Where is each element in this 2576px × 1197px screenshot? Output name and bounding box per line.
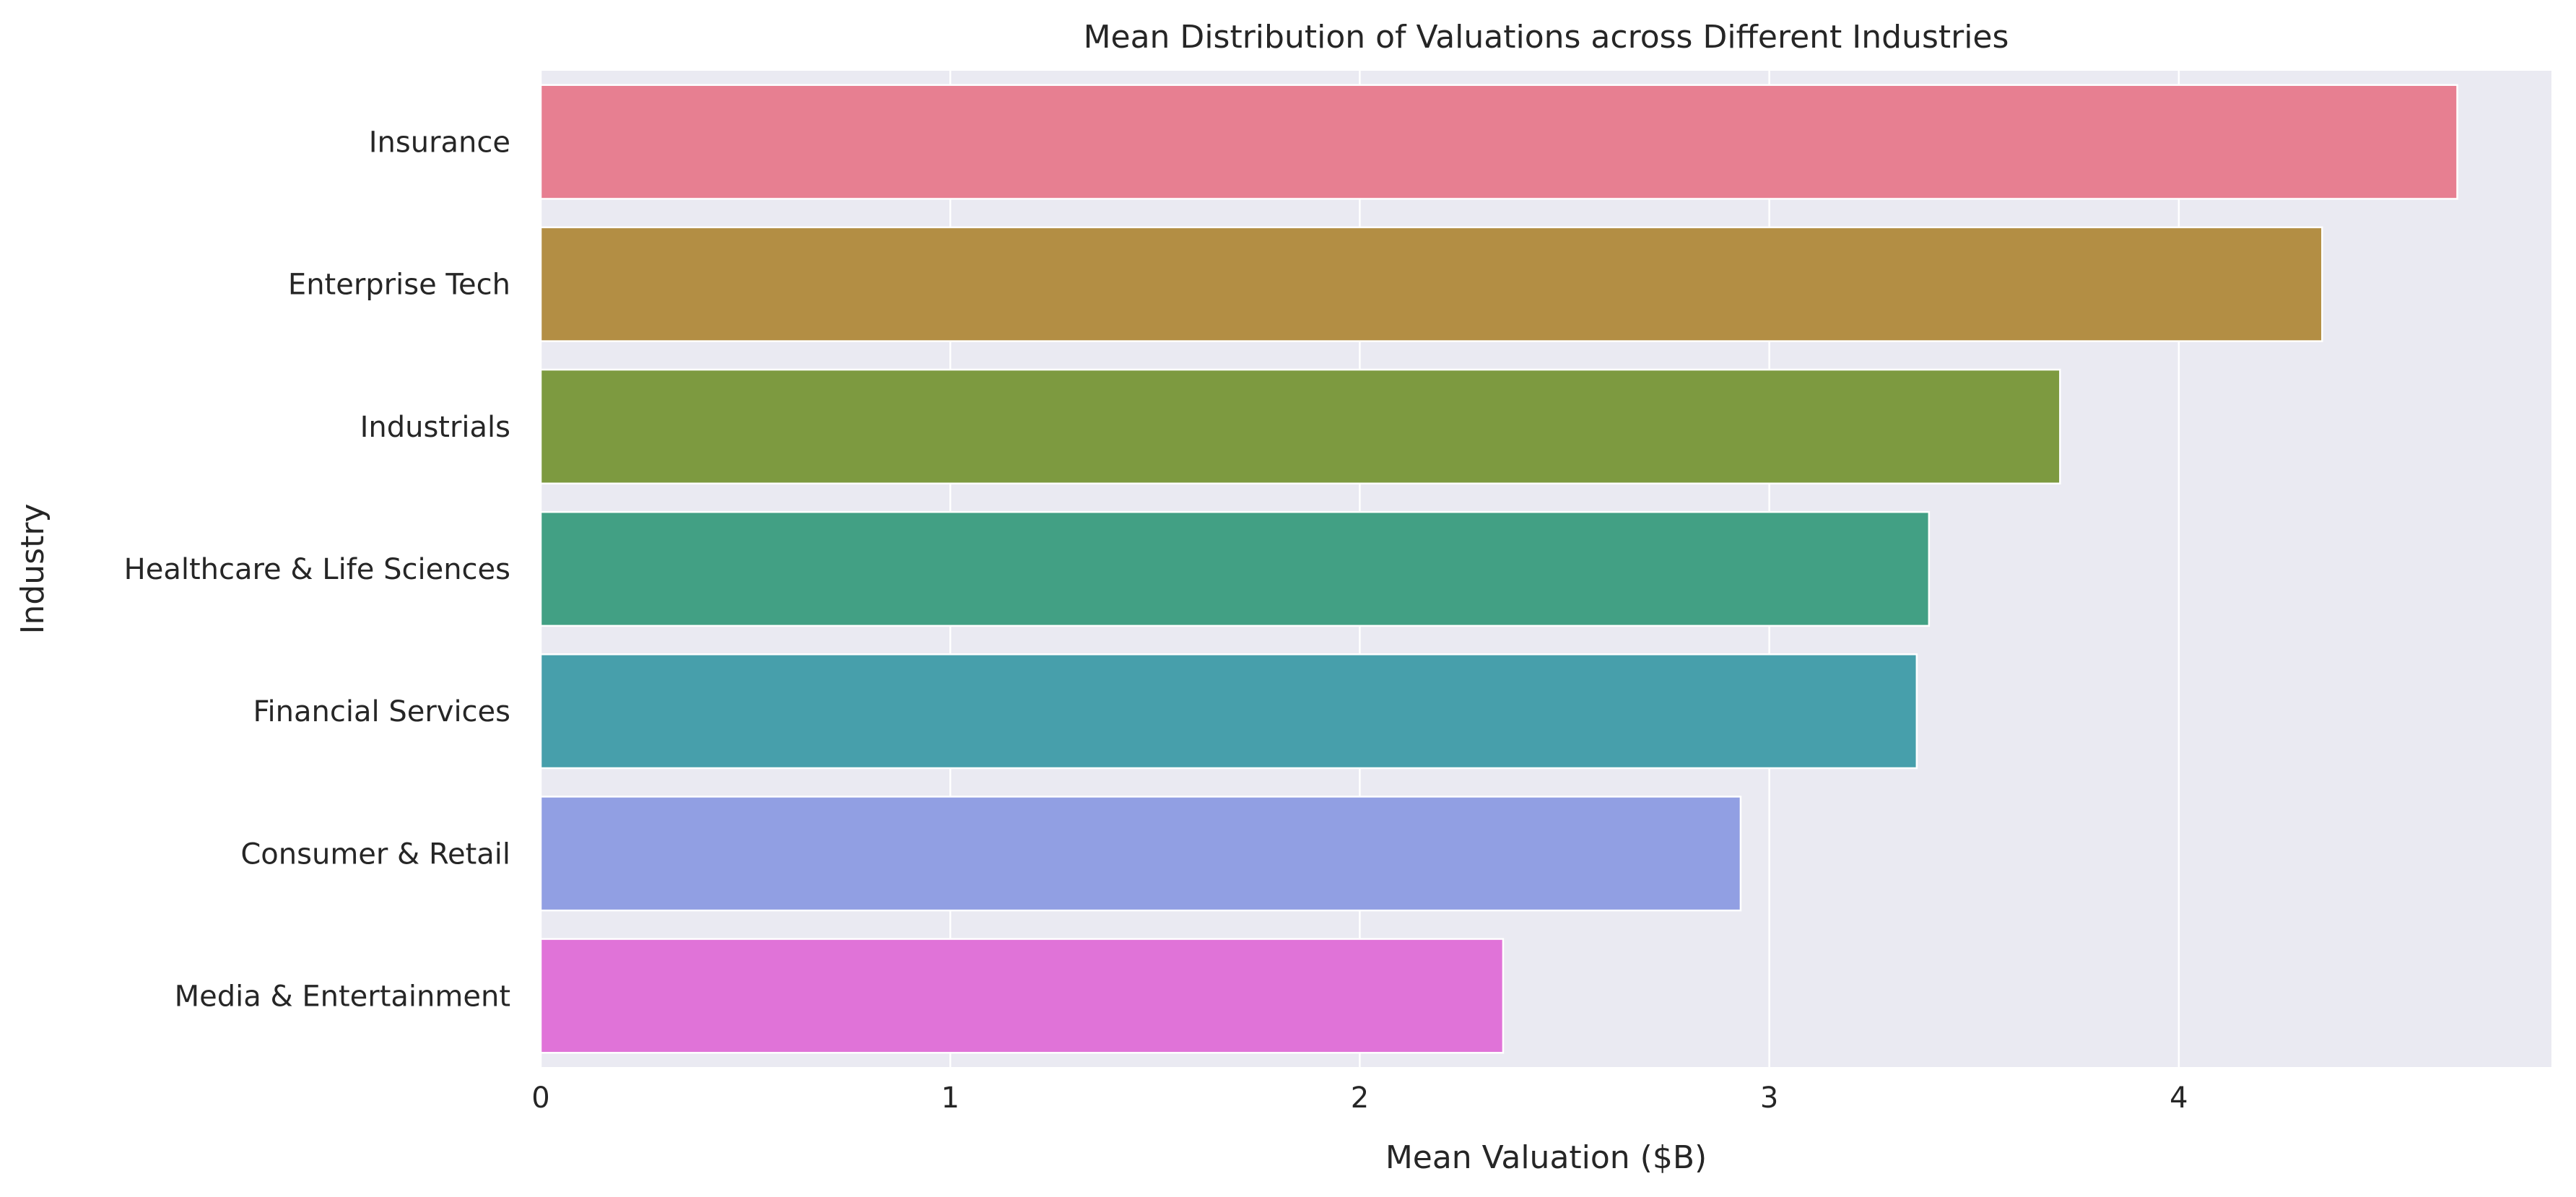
bar: [539, 226, 2323, 342]
bar: [539, 368, 2061, 484]
x-tick-label: 3: [1760, 1081, 1778, 1115]
x-tick-labels: 0 1 2 3 4: [531, 1081, 2188, 1115]
bar: [539, 938, 1505, 1054]
x-tick-label: 2: [1351, 1081, 1369, 1115]
x-tick-label: 1: [941, 1081, 959, 1115]
y-axis-label: Industry: [14, 504, 51, 635]
y-tick-label: Consumer & Retail: [240, 837, 510, 871]
bars: [539, 84, 2458, 1054]
bar: [539, 796, 1742, 912]
y-tick-label: Media & Entertainment: [175, 980, 510, 1013]
x-tick-label: 0: [531, 1081, 549, 1115]
y-tick-label: Enterprise Tech: [288, 269, 510, 302]
y-tick-label: Financial Services: [253, 695, 510, 728]
y-tick-label: Industrials: [360, 411, 510, 444]
bar: [539, 84, 2458, 200]
x-tick-label: 4: [2170, 1081, 2188, 1115]
y-tick-label: Insurance: [369, 126, 510, 160]
bar: [539, 653, 1918, 770]
chart-title: Mean Distribution of Valuations across D…: [1084, 19, 2009, 56]
bar: [539, 510, 1931, 627]
y-tick-label: Healthcare & Life Sciences: [124, 553, 510, 586]
y-tick-labels: Insurance Enterprise Tech Industrials Healt…: [124, 126, 510, 1014]
x-axis-label: Mean Valuation ($B): [1385, 1139, 1707, 1176]
